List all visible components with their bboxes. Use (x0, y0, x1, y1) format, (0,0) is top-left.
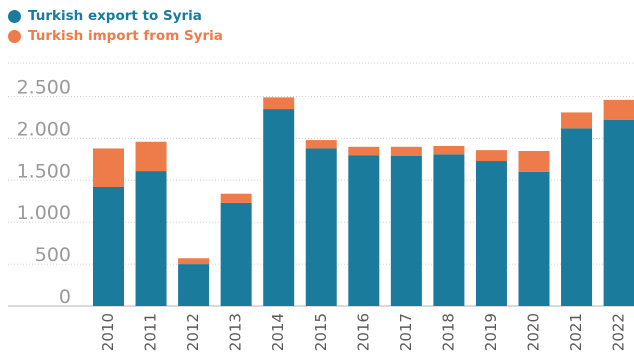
bar-export-2012 (178, 264, 210, 306)
x-tick-label-2012: 2012 (184, 313, 202, 351)
bar-import-2010 (93, 148, 124, 188)
y-tick-label: 500 (35, 244, 71, 266)
bar-import-2020 (518, 150, 550, 172)
bar-export-2019 (475, 161, 507, 306)
bar-import-2019 (475, 150, 507, 162)
x-tick-label-2015: 2015 (312, 313, 330, 351)
x-tick-label-2020: 2020 (525, 313, 543, 351)
bar-export-2014 (263, 109, 295, 306)
bar-import-2021 (561, 112, 593, 129)
x-tick-label-2018: 2018 (439, 313, 457, 351)
legend-label-export: Turkish export to Syria (28, 8, 202, 24)
bar-export-2010 (93, 187, 124, 306)
legend-item-export: Turkish export to Syria (8, 6, 223, 26)
legend-swatch-import (8, 29, 21, 43)
x-tick-label-2019: 2019 (482, 313, 500, 351)
bar-import-2014 (263, 97, 295, 110)
legend-item-import: Turkish import from Syria (8, 26, 223, 46)
x-tick-label-2014: 2014 (269, 313, 287, 351)
bar-export-2015 (305, 148, 337, 306)
bar-import-2012 (178, 258, 210, 265)
x-axis-labels: 2010 2011 2012 2013 2014 2015 2016 2017 2018 2019… (99, 313, 628, 351)
x-tick-label-2016: 2016 (354, 313, 372, 351)
y-axis-labels: 0 500 1.000 1.500 2.000 2.500 (17, 77, 71, 309)
bar-export-2011 (135, 171, 167, 306)
x-tick-label-2011: 2011 (142, 313, 160, 351)
y-tick-label: 2.500 (17, 77, 71, 99)
bar-export-2016 (348, 155, 380, 306)
bars-layer (93, 97, 634, 307)
bar-import-2013 (220, 193, 252, 203)
y-tick-label: 2.000 (17, 118, 71, 140)
x-tick-label-2022: 2022 (610, 313, 628, 351)
y-tick-label: 1.000 (17, 202, 71, 224)
bar-import-2011 (135, 141, 167, 172)
bar-export-2020 (518, 171, 550, 306)
bar-export-2017 (390, 155, 422, 306)
y-tick-label: 1.500 (17, 160, 71, 182)
x-tick-label-2021: 2021 (567, 313, 585, 351)
bar-import-2022 (603, 99, 634, 120)
bar-export-2021 (561, 128, 593, 306)
bar-export-2018 (433, 154, 465, 306)
x-tick-label-2010: 2010 (99, 313, 117, 351)
y-tick-label: 0 (59, 286, 71, 308)
bar-import-2018 (433, 145, 465, 155)
bar-export-2022 (603, 119, 634, 307)
bar-export-2013 (220, 202, 252, 306)
legend: Turkish export to Syria Turkish import f… (8, 6, 223, 46)
x-tick-label-2017: 2017 (397, 313, 415, 351)
bar-import-2017 (390, 146, 422, 156)
x-tick-label-2013: 2013 (227, 313, 245, 351)
legend-label-import: Turkish import from Syria (28, 28, 223, 44)
bar-import-2015 (305, 140, 337, 149)
bar-import-2016 (348, 146, 380, 156)
legend-swatch-export (8, 9, 21, 23)
